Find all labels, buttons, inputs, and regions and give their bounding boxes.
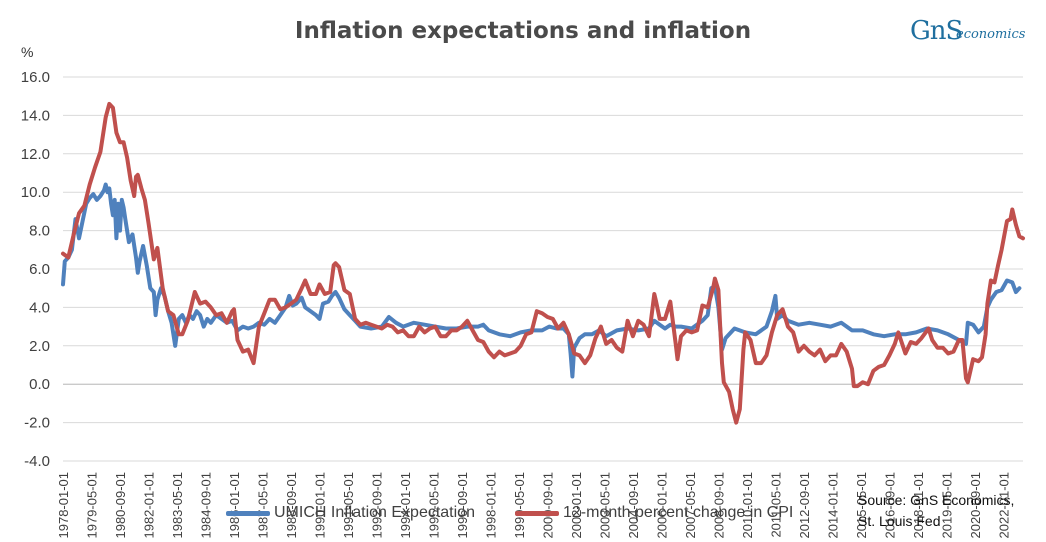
series-line-expectation [61, 182, 1022, 379]
source-note: Source: GnS Economics, St. Louis Fed [858, 490, 1014, 532]
y-tick-label: 0.0 [29, 376, 50, 393]
x-tick-label: 1984-09-01 [198, 472, 213, 539]
gns-logo: GnS economics [910, 16, 1030, 60]
legend-item-cpi: 12-month percent change in CPI [514, 504, 794, 522]
y-tick-label: 4.0 [29, 299, 50, 316]
x-tick-label: 2007-05-01 [683, 472, 698, 539]
y-tick-label: -4.0 [24, 453, 50, 470]
x-tick-label: 1999-05-01 [512, 472, 527, 539]
y-tick-label: 12.0 [21, 146, 50, 163]
x-tick-label: 2010-01-01 [740, 472, 755, 539]
legend-swatch-expectation [226, 510, 270, 516]
x-tick-label: 2020-09-01 [968, 472, 983, 539]
x-tick-label: 1995-05-01 [426, 472, 441, 539]
x-tick-label: 2018-01-01 [911, 472, 926, 539]
x-tick-label: 1990-01-01 [312, 472, 327, 539]
legend-label-cpi: 12-month percent change in CPI [562, 504, 794, 521]
y-axis-unit-label: % [21, 44, 34, 60]
x-tick-label: 2003-05-01 [597, 472, 612, 539]
source-line-2: St. Louis Fed [858, 513, 941, 529]
chart-title: Inflation expectations and inflation [294, 18, 752, 44]
x-tick-label: 2008-09-01 [711, 472, 726, 539]
x-tick-label: 2006-01-01 [654, 472, 669, 539]
x-tick-label: 1991-05-01 [341, 472, 356, 539]
x-tick-label: 2022-01-01 [996, 472, 1011, 539]
x-tick-label: 2011-05-01 [768, 472, 783, 538]
chart-legend: UMICH Inflation Expectation 12-month per… [226, 504, 833, 522]
x-tick-label: 1992-09-01 [369, 472, 384, 539]
x-tick-label: 1996-09-01 [455, 472, 470, 538]
x-tick-label: 2002-01-01 [569, 472, 584, 539]
legend-item-expectation: UMICH Inflation Expectation [226, 504, 475, 522]
y-tick-label: 16.0 [21, 69, 50, 86]
x-tick-label: 1983-05-01 [170, 472, 185, 539]
series-line-cpi [61, 101, 1025, 425]
x-tick-label: 2016-09-01 [882, 472, 897, 539]
legend-swatch-cpi [514, 510, 559, 516]
logo-main-text: GnS [910, 16, 963, 46]
x-tick-label: 1987-05-01 [255, 472, 270, 539]
x-tick-label: 1980-09-01 [113, 472, 128, 539]
x-tick-label: 2004-09-01 [626, 472, 641, 539]
y-tick-label: 10.0 [21, 184, 50, 201]
source-line-1: Source: GnS Economics, [858, 492, 1015, 508]
x-tick-label: 2014-01-01 [825, 472, 840, 539]
x-tick-label: 1979-05-01 [84, 472, 99, 539]
x-tick-label: 2019-05-01 [939, 472, 954, 539]
x-tick-label: 2015-05-01 [854, 472, 869, 539]
x-tick-label: 1988-09-01 [284, 472, 299, 539]
y-tick-label: 6.0 [29, 261, 50, 278]
x-tick-label: 1998-01-01 [483, 472, 498, 539]
x-tick-label: 2012-09-01 [797, 472, 812, 539]
legend-label-expectation: UMICH Inflation Expectation [274, 504, 475, 521]
y-tick-label: 2.0 [29, 338, 50, 355]
y-tick-label: 14.0 [21, 107, 50, 124]
x-tick-label: 1994-01-01 [398, 472, 413, 539]
x-tick-label: 1986-01-01 [227, 472, 242, 539]
x-tick-label: 1982-01-01 [141, 472, 156, 539]
x-tick-label: 1978-01-01 [56, 472, 71, 539]
logo-sub-text: economics [956, 27, 1026, 42]
x-tick-label: 2000-09-01 [540, 472, 555, 539]
y-tick-label: -2.0 [24, 415, 50, 432]
y-tick-label: 8.0 [29, 223, 50, 240]
